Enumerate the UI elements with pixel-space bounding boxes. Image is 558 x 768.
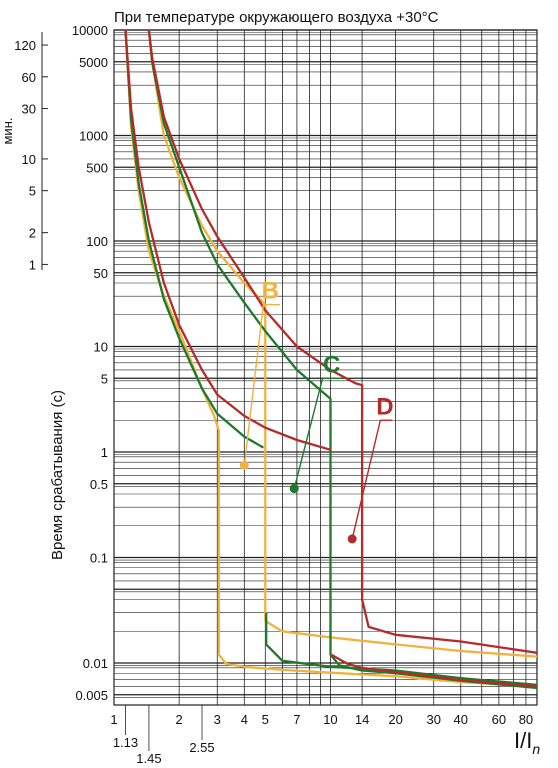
x-tick-label-below: 1.45 xyxy=(136,751,161,766)
y-tick-label: 0.005 xyxy=(75,688,108,703)
curve-label-d: D xyxy=(376,393,393,420)
y-axis-label: Время срабатывания (с) xyxy=(49,390,66,560)
minutes-tick-label: 10 xyxy=(22,152,36,167)
y-tick-label: 0.01 xyxy=(83,656,108,671)
curve-label-b: B xyxy=(262,278,279,305)
curve-c-lower xyxy=(124,29,264,449)
minutes-tick-label: 1 xyxy=(29,257,36,272)
leader-line-c xyxy=(293,378,324,489)
curve-d-upper xyxy=(147,29,538,654)
x-tick-label: 1 xyxy=(110,712,117,727)
y-tick-label: 10 xyxy=(94,340,108,355)
y-tick-label: 10000 xyxy=(72,23,108,38)
chart-labels: B C D xyxy=(239,278,394,544)
x-tick-label: 10 xyxy=(323,712,337,727)
minutes-tick-label: 120 xyxy=(14,38,36,53)
minutes-tick-label: 5 xyxy=(29,184,36,199)
chart-curves xyxy=(124,29,538,690)
x-axis-label-main: I/I xyxy=(514,728,532,753)
x-tick-label-below: 1.13 xyxy=(113,735,138,750)
label-dot-b xyxy=(239,460,249,470)
minutes-tick-label: 2 xyxy=(29,226,36,241)
y-tick-label: 100 xyxy=(86,234,108,249)
x-tick-label: 20 xyxy=(388,712,402,727)
x-tick-label-below: 2.55 xyxy=(189,740,214,755)
x-tick-label: 7 xyxy=(293,712,300,727)
curve-c-upper xyxy=(147,29,538,690)
curve-b-lower xyxy=(124,29,538,688)
x-tick-label: 80 xyxy=(519,712,533,727)
curve-c-lower-tail xyxy=(265,612,538,687)
curve-d-lower-tail xyxy=(330,653,538,688)
y-tick-label: 5 xyxy=(101,371,108,386)
curve-label-c: C xyxy=(323,351,340,378)
leader-line-b xyxy=(243,304,265,466)
label-dot-d xyxy=(347,534,357,544)
x-axis-label-subscript: n xyxy=(532,741,540,757)
y-tick-label: 0.1 xyxy=(90,551,108,566)
y-tick-label: 0.5 xyxy=(90,477,108,492)
y-tick-label: 1000 xyxy=(79,129,108,144)
label-dot-c xyxy=(289,484,299,494)
y-tick-label: 1 xyxy=(101,445,108,460)
chart-grid: 10000 5000 1000 500 100 50 10 5 1 0.5 0.1 0.01 0.005… xyxy=(14,23,538,766)
x-tick-label: 4 xyxy=(241,712,248,727)
minutes-axis-label: мин. xyxy=(0,118,15,145)
x-tick-label: 60 xyxy=(492,712,506,727)
minutes-tick-label: 30 xyxy=(22,102,36,117)
y-tick-label: 500 xyxy=(86,160,108,175)
x-tick-label: 3 xyxy=(214,712,221,727)
curve-d-lower xyxy=(124,29,331,451)
y-tick-label: 5000 xyxy=(79,55,108,70)
chart-title: При температуре окружающего воздуха +30°… xyxy=(114,9,439,26)
x-tick-label: 40 xyxy=(454,712,468,727)
y-tick-label: 50 xyxy=(94,266,108,281)
minutes-tick-label: 60 xyxy=(22,70,36,85)
leader-line-d xyxy=(351,420,382,540)
x-tick-label: 30 xyxy=(426,712,440,727)
x-tick-label: 2 xyxy=(176,712,183,727)
x-tick-label: 5 xyxy=(262,712,269,727)
x-tick-label: 14 xyxy=(355,712,369,727)
x-axis-label: I/In xyxy=(514,728,540,757)
